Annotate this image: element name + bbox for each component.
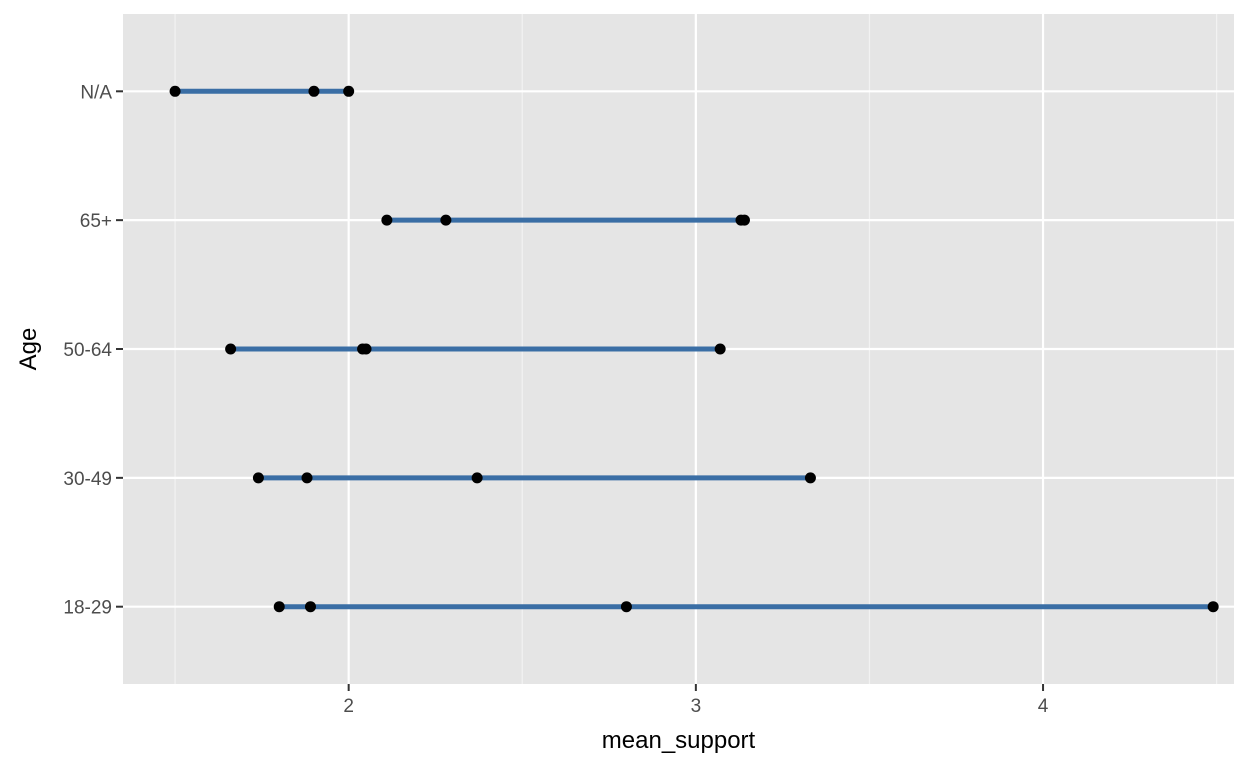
y-tick-label: N/A [80,82,112,103]
data-point [738,214,750,226]
y-axis-title: Age [15,328,42,371]
x-axis: 2 3 4 [343,684,1049,717]
data-point [225,343,237,355]
data-point [304,601,316,613]
data-point [301,472,313,484]
x-tick-label: 4 [1038,696,1049,717]
y-axis: 18-29 30-49 50-64 65+ N/A [63,82,123,619]
y-tick-label: 50-64 [63,340,112,361]
data-point [169,85,181,97]
y-tick-label: 65+ [80,211,112,232]
data-point [381,214,393,226]
data-point [252,472,264,484]
x-tick-label: 2 [343,696,354,717]
y-tick-label: 18-29 [63,598,112,619]
data-point [360,343,372,355]
data-point [1207,601,1219,613]
data-point [714,343,726,355]
x-axis-title: mean_support [602,727,756,754]
x-tick-label: 3 [691,696,702,717]
data-point [440,214,452,226]
data-point [343,85,355,97]
data-point [471,472,483,484]
data-point [804,472,816,484]
data-points [169,85,1219,613]
data-point [620,601,632,613]
data-point [273,601,285,613]
y-tick-label: 30-49 [63,469,112,490]
data-point [308,85,320,97]
